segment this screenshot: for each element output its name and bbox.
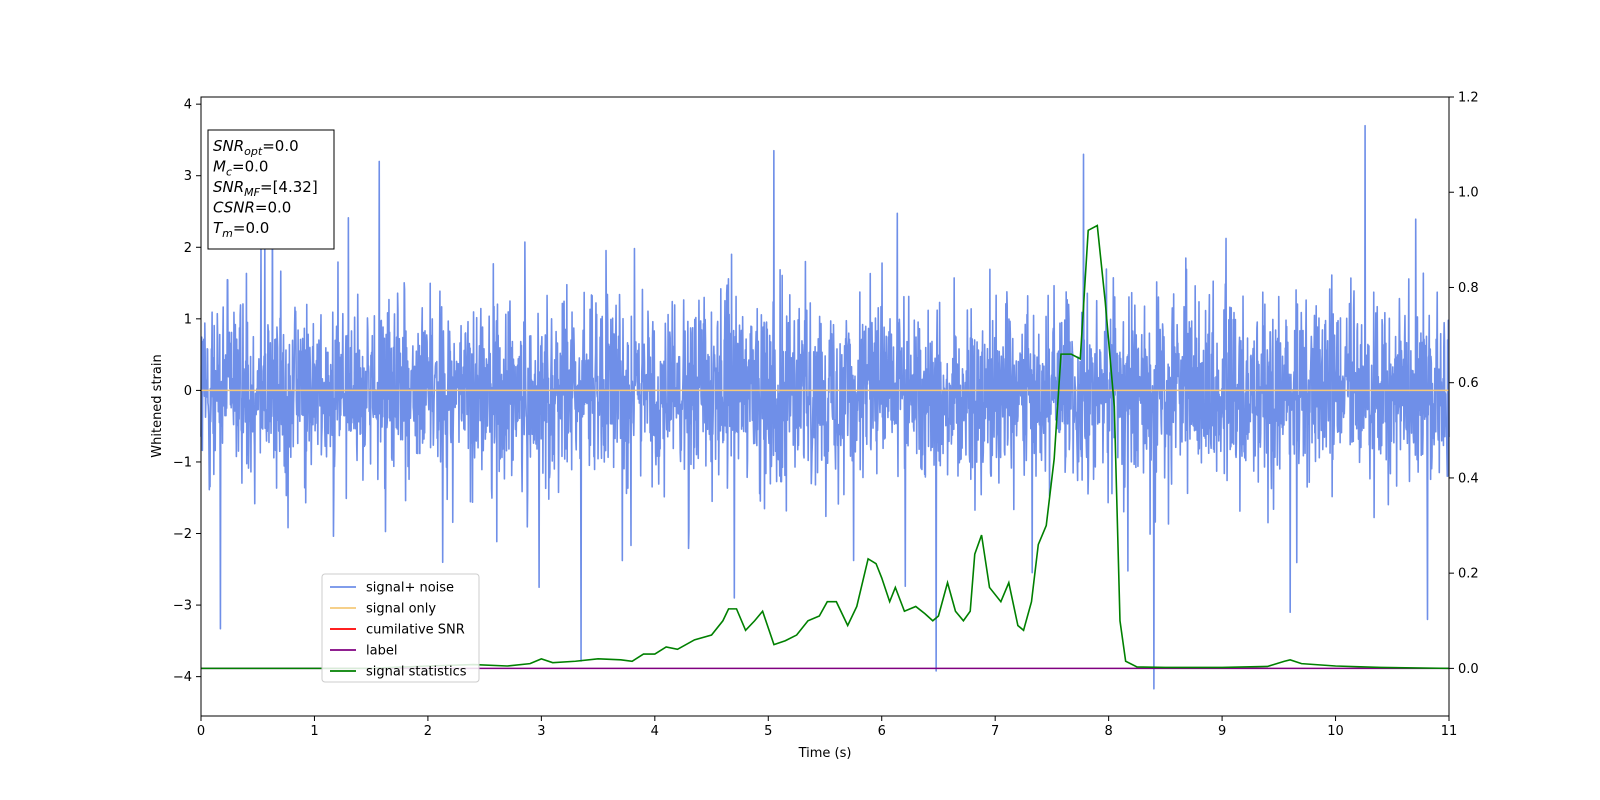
x-tick-label: 6 <box>878 724 886 739</box>
signal-statistics-line <box>201 224 1450 670</box>
legend: signal+ noise signal only cumilative SNR la… <box>321 573 480 683</box>
legend-frame <box>321 573 480 683</box>
y-tick-label: 0 <box>184 384 192 399</box>
x-tick-label: 5 <box>764 724 772 739</box>
legend-entry: signal statistics <box>366 665 467 680</box>
x-tick-label: 8 <box>1104 724 1112 739</box>
y-tick-label: 1 <box>184 312 192 327</box>
right-y-axis: 0.0 0.2 0.4 0.6 0.8 1.0 1.2 <box>1449 91 1479 677</box>
info-label: M <box>213 158 226 176</box>
x-tick-label: 11 <box>1441 724 1458 739</box>
y2-tick-label: 1.0 <box>1458 186 1479 201</box>
noise-trace-layer <box>200 124 1450 690</box>
info-line: SNRopt=0.0 <box>213 137 299 158</box>
x-tick-label: 4 <box>651 724 659 739</box>
info-subscript: c <box>226 166 232 179</box>
x-tick-label: 7 <box>991 724 999 739</box>
y-tick-label: −3 <box>173 599 192 614</box>
y2-tick-label: 0.6 <box>1458 376 1479 391</box>
info-line: Tm=0.0 <box>213 219 269 240</box>
legend-entry: label <box>366 644 397 659</box>
y2-tick-label: 0.4 <box>1458 471 1479 486</box>
left-y-axis: −4 −3 −2 −1 0 1 2 3 4 <box>173 98 201 685</box>
info-line: Mc=0.0 <box>213 158 268 179</box>
info-subscript: MF <box>244 186 260 199</box>
info-value: =0.0 <box>233 219 269 237</box>
y2-tick-label: 0.0 <box>1458 662 1479 677</box>
x-tick-label: 3 <box>537 724 545 739</box>
info-value: =[4.32] <box>260 178 318 196</box>
info-value: =0.0 <box>262 137 298 155</box>
x-tick-label: 0 <box>197 724 205 739</box>
y2-tick-label: 0.8 <box>1458 281 1479 296</box>
y-tick-label: 3 <box>184 169 192 184</box>
y-tick-label: 4 <box>184 98 192 113</box>
x-tick-label: 10 <box>1327 724 1344 739</box>
plot-frame <box>200 96 1450 717</box>
y-tick-label: −4 <box>173 670 192 685</box>
info-value: =0.0 <box>232 158 268 176</box>
info-subscript: opt <box>244 145 263 158</box>
info-value: =0.0 <box>255 199 291 217</box>
x-tick-label: 1 <box>310 724 318 739</box>
x-axis: 0 1 2 3 4 5 6 7 8 9 10 11 <box>197 716 1457 739</box>
y2-tick-label: 1.2 <box>1458 91 1479 106</box>
info-subscript: m <box>222 227 233 240</box>
info-label: T <box>213 219 224 237</box>
y-axis-title: Whitened strain <box>150 354 165 457</box>
legend-entry: signal+ noise <box>366 581 454 596</box>
x-tick-label: 9 <box>1218 724 1226 739</box>
y2-tick-label: 0.2 <box>1458 567 1479 582</box>
legend-entry: cumilative SNR <box>366 623 465 638</box>
info-box-frame <box>207 129 335 250</box>
info-label: CSNR <box>213 199 255 217</box>
info-label: SNR <box>213 137 244 155</box>
x-axis-title: Time (s) <box>798 746 852 761</box>
info-label: SNR <box>213 178 244 196</box>
info-box: SNRopt=0.0Mc=0.0SNRMF=[4.32]CSNR=0.0Tm=0… <box>207 129 335 250</box>
info-line: CSNR=0.0 <box>213 199 291 217</box>
info-line: SNRMF=[4.32] <box>213 178 318 199</box>
legend-entry: signal only <box>366 602 436 617</box>
y-tick-label: −1 <box>173 455 192 470</box>
y-tick-label: 2 <box>184 241 192 256</box>
y-tick-label: −2 <box>173 527 192 542</box>
signal-noise-line <box>200 124 1450 690</box>
x-tick-label: 2 <box>424 724 432 739</box>
